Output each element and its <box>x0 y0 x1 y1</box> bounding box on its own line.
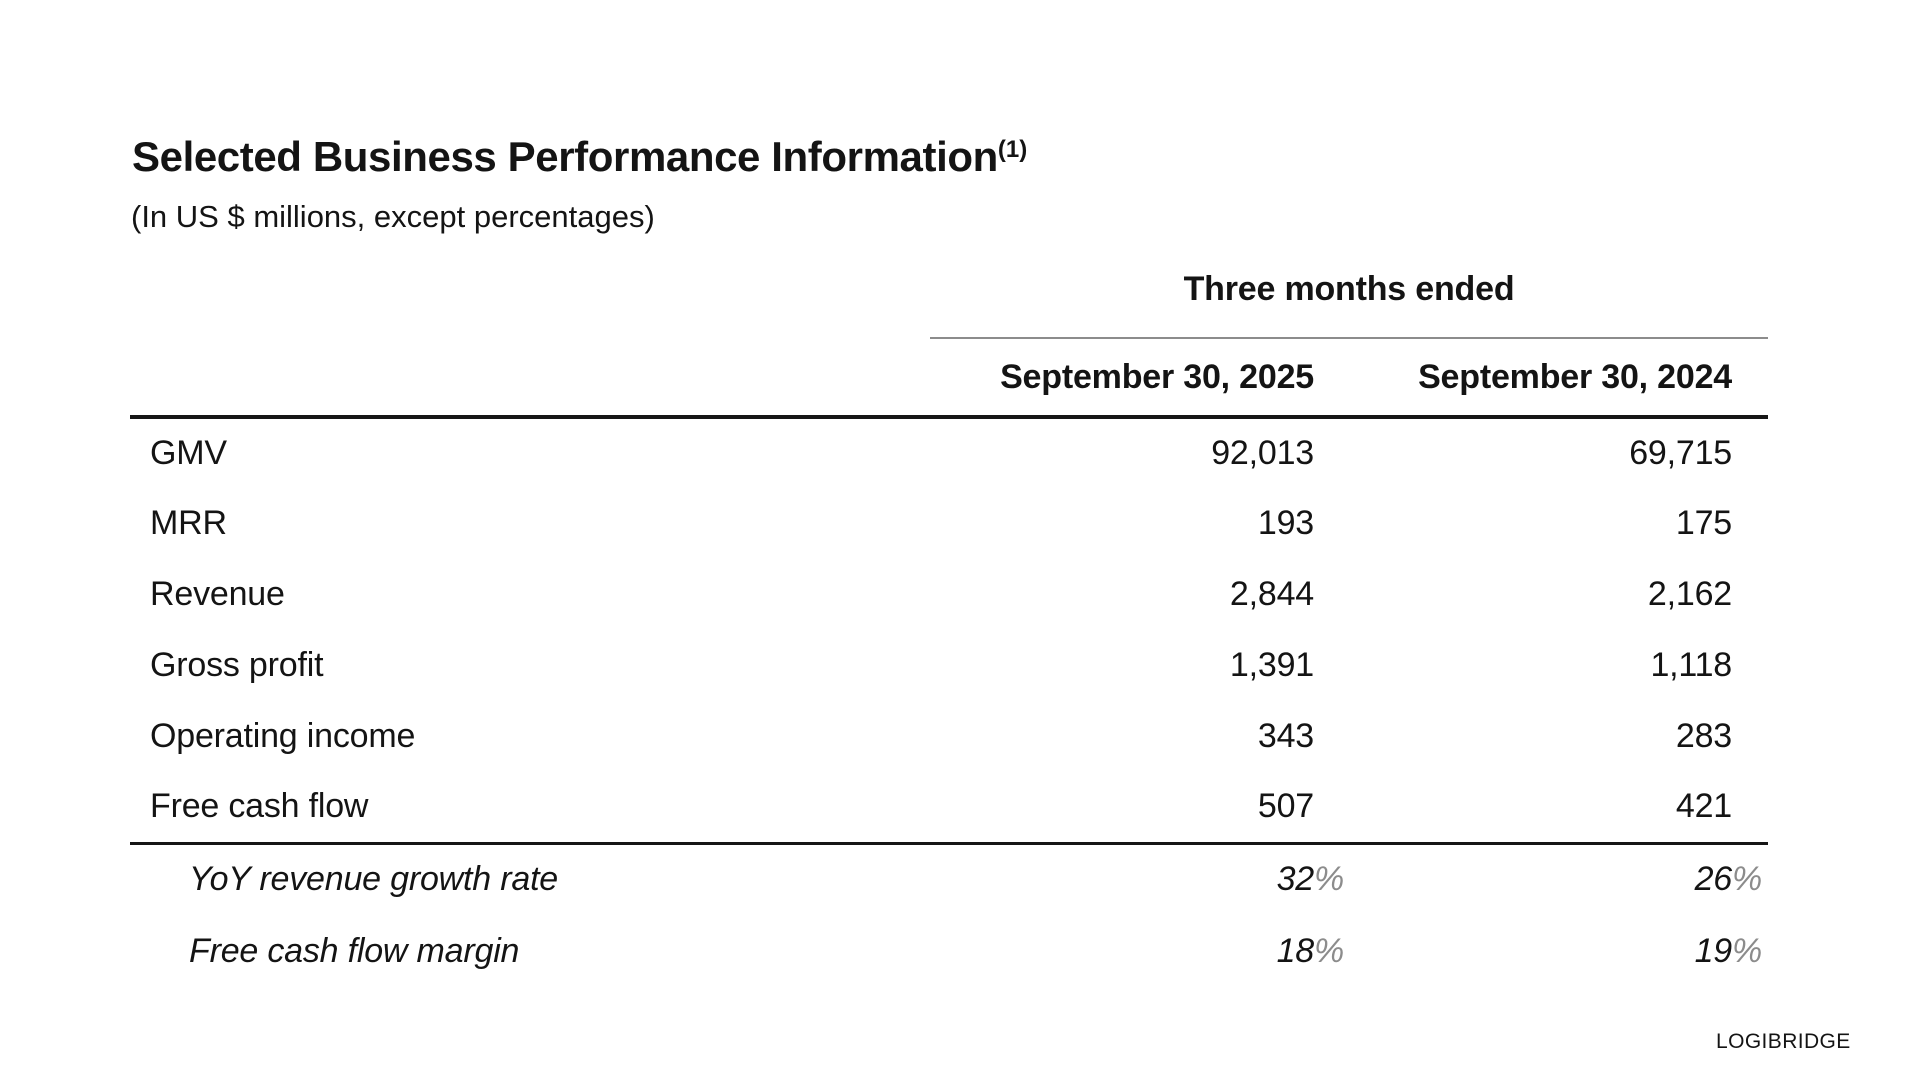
title-footnote-marker: (1) <box>997 136 1028 163</box>
row-label: Gross profit <box>150 646 324 684</box>
ratio-value-2024: 19% <box>1350 915 1768 987</box>
brand-watermark: LOGIBRIDGE <box>1716 1030 1851 1053</box>
row-value-2024: 2,162 <box>1647 575 1732 613</box>
performance-table: Three months ended September 30, 2025 Se… <box>130 247 1768 987</box>
ratio-row: Free cash flow margin 18% 19% <box>130 915 1768 987</box>
ratio-row-label: YoY revenue growth rate <box>189 860 559 899</box>
table-row: MRR 193 175 <box>130 488 1768 559</box>
ratio-value-2025: 32% <box>930 843 1350 915</box>
ratio-value-2024: 26% <box>1350 843 1768 915</box>
ratio-number: 19 <box>1694 931 1733 970</box>
percent-sign: % <box>1732 931 1763 970</box>
row-value-2025: 2,844 <box>1229 575 1314 613</box>
percent-sign: % <box>1314 860 1345 899</box>
row-label: Free cash flow <box>130 772 930 845</box>
percent-sign: % <box>1732 860 1763 899</box>
ratio-row-label: Free cash flow margin <box>189 931 520 970</box>
table-row: GMV 92,013 69,715 <box>130 417 1768 488</box>
row-label: MRR <box>150 504 227 542</box>
table-row: Gross profit 1,391 1,118 <box>130 630 1768 701</box>
page-title-text: Selected Business Performance Informatio… <box>132 133 998 180</box>
row-value-2024: 175 <box>1675 504 1732 542</box>
empty-header-cell <box>130 338 930 419</box>
empty-cell <box>130 247 930 338</box>
column-header-2025: September 30, 2025 <box>930 338 1350 419</box>
column-header-2024: September 30, 2024 <box>1350 338 1768 419</box>
ratio-row: YoY revenue growth rate 32% 26% <box>130 843 1768 915</box>
row-label: GMV <box>150 434 227 472</box>
table-row: Operating income 343 283 <box>130 701 1768 772</box>
ratio-number: 26 <box>1694 860 1733 899</box>
ratio-number: 18 <box>1276 931 1315 970</box>
row-value-2025: 507 <box>930 772 1350 845</box>
row-value-2024: 69,715 <box>1629 434 1732 472</box>
period-header-row: Three months ended <box>130 247 1768 339</box>
row-label: Operating income <box>150 717 416 755</box>
page-subtitle: (In US $ millions, except percentages) <box>131 199 655 234</box>
row-label: Revenue <box>150 575 285 613</box>
row-value-2024: 1,118 <box>1650 646 1732 684</box>
ratio-value-2025: 18% <box>930 915 1350 987</box>
row-value-2025: 193 <box>1257 504 1314 542</box>
ratio-number: 32 <box>1276 860 1315 899</box>
table-row: Free cash flow 507 421 <box>130 772 1768 845</box>
row-value-2025: 1,391 <box>1229 646 1314 684</box>
table-row: Revenue 2,844 2,162 <box>130 559 1768 630</box>
percent-sign: % <box>1314 931 1345 970</box>
row-value-2025: 92,013 <box>1211 434 1314 472</box>
row-value-2024: 421 <box>1350 772 1768 845</box>
page-title: Selected Business Performance Informatio… <box>132 136 1027 178</box>
row-value-2024: 283 <box>1675 717 1732 755</box>
column-header-row: September 30, 2025 September 30, 2024 <box>130 338 1768 419</box>
row-value-2025: 343 <box>1257 717 1314 755</box>
period-header: Three months ended <box>930 247 1768 339</box>
